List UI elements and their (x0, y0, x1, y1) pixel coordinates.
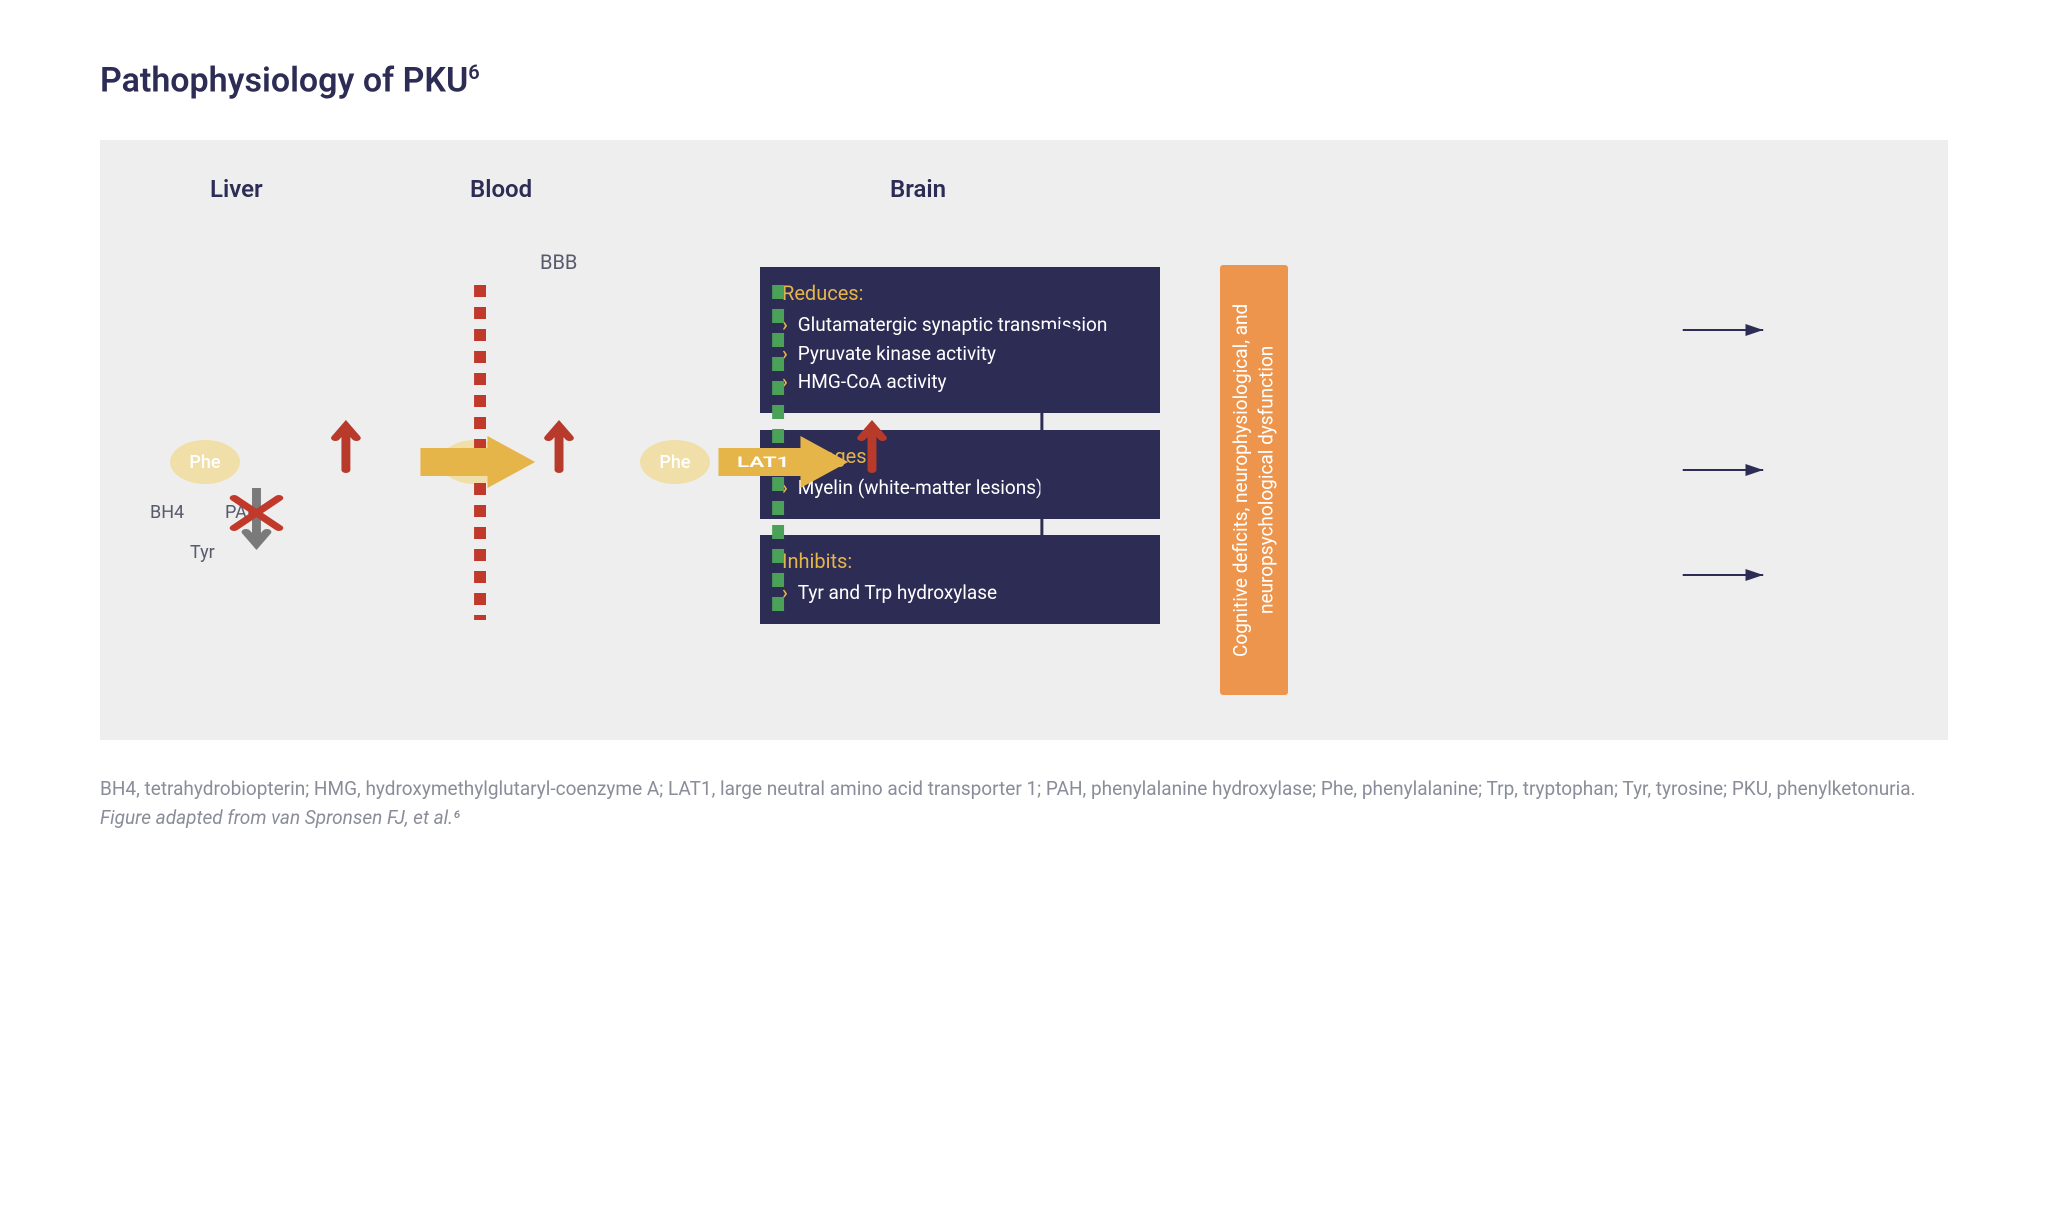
diagram-panel: Liver Blood Brain BBB Phe Phe Phe BH4 PA… (100, 140, 1948, 740)
phe-pill-liver: Phe (170, 440, 240, 484)
title-text: Pathophysiology of PKU (100, 60, 468, 100)
phe-pill-brain: Phe (640, 440, 710, 484)
liver-pah: PAH (225, 502, 260, 523)
brain-cat: Reduces: (782, 281, 1138, 305)
up-arrow-icon (335, 426, 356, 470)
brain-item: Pyruvate kinase activity (782, 340, 1138, 369)
brain-item: Glutamatergic synaptic transmission (782, 311, 1138, 340)
outcome-text: Cognitive deficits, neurophysiological, … (1228, 265, 1279, 695)
section-brain: Brain (890, 175, 946, 203)
brain-cat: Damages: (782, 444, 1138, 468)
liver-bh4: BH4 (150, 502, 184, 523)
footer-abbr: BH4, tetrahydrobiopterin; HMG, hydroxyme… (100, 775, 1948, 804)
title-sup: 6 (468, 60, 479, 84)
footer-credit: Figure adapted from van Spronsen FJ, et … (100, 804, 1948, 833)
brain-item: Tyr and Trp hydroxylase (782, 579, 1138, 608)
brain-cat: Inhibits: (782, 549, 1138, 573)
outcome-box: Cognitive deficits, neurophysiological, … (1220, 265, 1288, 695)
brain-box-reduces: Reduces: Glutamatergic synaptic transmis… (760, 267, 1160, 413)
phe-pill-blood: Phe (440, 440, 510, 484)
footer: BH4, tetrahydrobiopterin; HMG, hydroxyme… (100, 775, 1948, 832)
brain-item: HMG-CoA activity (782, 368, 1138, 397)
brain-box-damages: Damages: Myelin (white-matter lesions) (760, 430, 1160, 519)
outcome-arrow-icon (1683, 330, 1763, 575)
section-blood: Blood (470, 175, 532, 203)
brain-item: Myelin (white-matter lesions) (782, 474, 1138, 503)
up-arrow-icon (549, 426, 570, 470)
diagram-title: Pathophysiology of PKU6 (100, 60, 1948, 100)
brain-box-inhibits: Inhibits: Tyr and Trp hydroxylase (760, 535, 1160, 624)
bbb-label: BBB (540, 250, 577, 274)
liver-tyr: Tyr (190, 542, 215, 563)
section-liver: Liver (210, 175, 263, 203)
